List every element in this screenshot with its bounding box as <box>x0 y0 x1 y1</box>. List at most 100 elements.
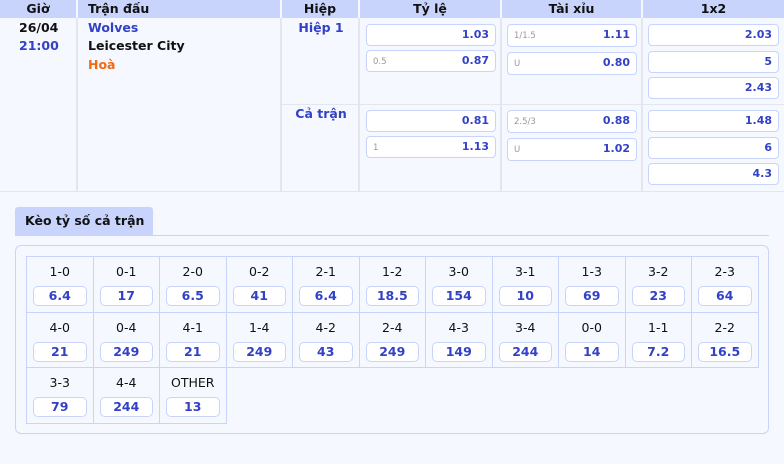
score-label: 2-1 <box>315 264 336 279</box>
1x2-odds: 6 <box>764 140 772 154</box>
score-odds-button[interactable]: 149 <box>432 341 486 362</box>
overunder-odds-button[interactable]: U 0.80 <box>507 52 637 75</box>
overunder-line: U <box>514 59 521 69</box>
score-cell: 1-2 18.5 <box>359 257 426 313</box>
score-odds-button[interactable]: 41 <box>232 286 286 306</box>
score-cell: 1-3 69 <box>559 257 626 313</box>
score-odds-button[interactable]: 244 <box>498 341 552 362</box>
score-odds-button[interactable]: 154 <box>432 286 486 306</box>
1x2-odds-button[interactable]: 2.43 <box>648 77 779 99</box>
handicap-odds-button[interactable]: 1.03 <box>366 24 496 46</box>
score-cell: 2-2 16.5 <box>692 312 759 368</box>
handicap-odds-button[interactable]: 0.81 <box>366 110 496 132</box>
score-label: 3-4 <box>515 319 536 335</box>
score-cell: 3-1 10 <box>492 257 559 313</box>
score-odds-button[interactable]: 6.4 <box>299 286 353 306</box>
score-cell: 4-3 149 <box>426 312 493 368</box>
handicap-odds: 0.81 <box>461 114 489 127</box>
1x2-odds: 1.48 <box>744 114 772 127</box>
score-odds-button[interactable]: 16.5 <box>698 341 752 362</box>
score-cell: 2-1 6.4 <box>293 257 360 313</box>
score-label: OTHER <box>171 375 215 390</box>
score-odds-button[interactable]: 17 <box>99 286 153 306</box>
match-time: 21:00 <box>19 38 59 53</box>
score-odds-button[interactable]: 14 <box>565 341 619 362</box>
score-odds-button[interactable]: 249 <box>232 341 286 362</box>
score-odds-button[interactable]: 23 <box>631 286 685 306</box>
1x2-odds-button[interactable]: 4.3 <box>648 163 779 185</box>
handicap-odds: 1.03 <box>461 28 489 41</box>
score-cell: 0-4 249 <box>93 312 160 368</box>
score-odds-button[interactable]: 244 <box>99 397 153 417</box>
score-cell: 3-4 244 <box>492 312 559 368</box>
score-cell: 1-0 6.4 <box>27 257 94 313</box>
1x2-odds: 2.43 <box>744 81 772 94</box>
score-odds-button[interactable]: 6.4 <box>33 286 87 306</box>
score-cell: 0-2 41 <box>226 257 293 313</box>
overunder-odds: 1.11 <box>602 28 630 41</box>
away-team[interactable]: Leicester City <box>88 38 185 53</box>
score-label: 1-4 <box>249 319 270 335</box>
score-odds-button[interactable]: 69 <box>565 286 619 306</box>
handicap-line: 1 <box>373 143 379 153</box>
overunder-line: 1/1.5 <box>514 31 536 41</box>
1x2-odds-button[interactable]: 1.48 <box>648 110 779 132</box>
match-date: 26/04 <box>19 20 59 35</box>
score-label: 3-1 <box>515 264 536 279</box>
handicap-odds-button[interactable]: 0.5 0.87 <box>366 50 496 72</box>
score-label: 2-0 <box>182 264 203 279</box>
score-label: 1-3 <box>581 264 602 279</box>
score-odds-button[interactable]: 13 <box>166 397 220 417</box>
1x2-odds-button[interactable]: 6 <box>648 136 779 159</box>
score-label: 2-3 <box>714 264 735 279</box>
score-label: 3-0 <box>448 264 469 279</box>
header-handicap: Tỷ lệ <box>360 0 502 18</box>
score-label: 3-2 <box>648 264 669 279</box>
score-odds-button[interactable]: 21 <box>33 341 87 362</box>
1x2-odds-button[interactable]: 2.03 <box>648 24 779 46</box>
score-odds-button[interactable]: 18.5 <box>365 286 419 306</box>
score-label: 0-1 <box>116 264 137 279</box>
score-label: 4-0 <box>49 319 70 335</box>
home-team[interactable]: Wolves <box>88 20 139 35</box>
score-cell: 2-0 6.5 <box>160 257 227 313</box>
overunder-odds: 1.02 <box>602 142 630 155</box>
correct-score-panel <box>15 245 769 434</box>
header-period: Hiệp <box>282 0 360 18</box>
header-time: Giờ <box>0 0 78 18</box>
1x2-odds: 5 <box>764 54 772 68</box>
score-cell: 0-1 17 <box>93 257 160 313</box>
1x2-odds: 2.03 <box>744 28 772 41</box>
period-label: Hiệp 1 <box>298 20 344 35</box>
overunder-line: U <box>514 145 521 155</box>
score-cell: 1-4 249 <box>226 312 293 368</box>
score-cell: 1-1 7.2 <box>625 312 692 368</box>
score-cell: 4-0 21 <box>27 312 94 368</box>
score-odds-button[interactable]: 43 <box>299 341 353 362</box>
overunder-odds-button[interactable]: 1/1.5 1.11 <box>507 24 637 47</box>
tab-correct-score[interactable]: Kèo tỷ số cả trận <box>15 207 153 236</box>
overunder-line: 2.5/3 <box>514 117 536 127</box>
score-label: 1-1 <box>648 319 669 335</box>
score-label: 4-3 <box>448 319 469 335</box>
score-cell: 3-0 154 <box>426 257 493 313</box>
score-odds-button[interactable]: 7.2 <box>631 341 685 362</box>
score-odds-button[interactable]: 10 <box>498 286 552 306</box>
score-odds-button[interactable]: 249 <box>99 341 153 362</box>
score-label: 2-2 <box>714 319 735 335</box>
score-odds-button[interactable]: 6.5 <box>166 286 220 306</box>
overunder-odds: 0.88 <box>602 114 630 127</box>
score-odds-button[interactable]: 79 <box>33 397 87 417</box>
score-odds-button[interactable]: 64 <box>698 286 752 306</box>
1x2-odds-button[interactable]: 5 <box>648 50 779 73</box>
handicap-odds: 0.87 <box>461 54 489 67</box>
score-odds-button[interactable]: 21 <box>166 341 220 362</box>
score-label: 3-3 <box>49 375 70 390</box>
score-label: 4-1 <box>182 319 203 335</box>
overunder-odds-button[interactable]: U 1.02 <box>507 138 637 161</box>
score-cell: 3-2 23 <box>625 257 692 313</box>
score-label: 4-2 <box>315 319 336 335</box>
handicap-odds-button[interactable]: 1 1.13 <box>366 136 496 158</box>
score-odds-button[interactable]: 249 <box>365 341 419 362</box>
overunder-odds-button[interactable]: 2.5/3 0.88 <box>507 110 637 133</box>
